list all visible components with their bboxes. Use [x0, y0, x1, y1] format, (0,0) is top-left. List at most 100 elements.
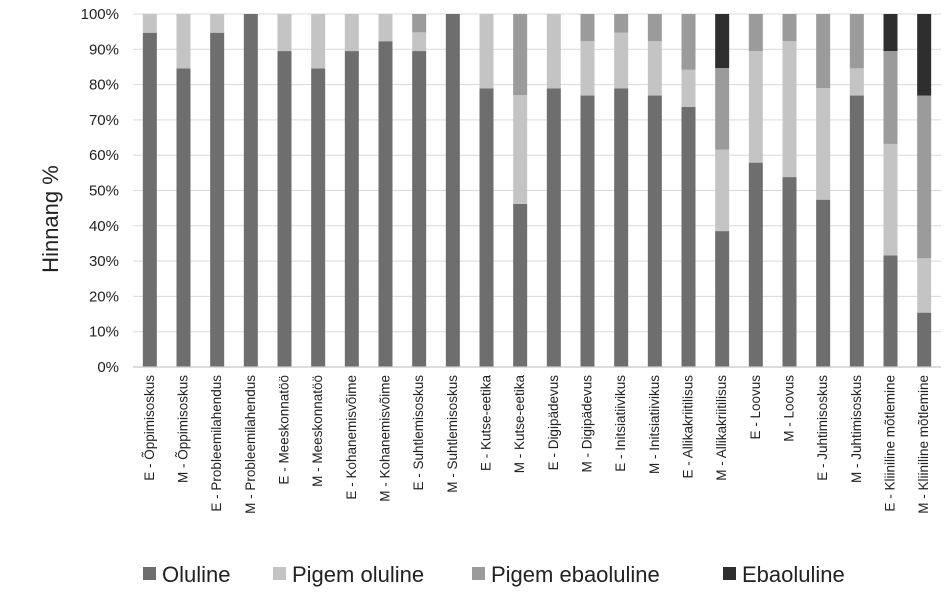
legend-label: Oluline — [162, 562, 230, 587]
bar-segment — [715, 149, 730, 232]
bar-segment — [176, 68, 191, 367]
x-category-label: M - Kohanemisvõime — [378, 375, 393, 502]
legend-swatch — [472, 567, 485, 580]
x-category-label: M - Kutse-eetika — [512, 375, 527, 474]
bar-segment — [715, 68, 730, 150]
y-tick-label: 30% — [89, 253, 119, 270]
bar-segment — [513, 14, 528, 96]
y-tick-label: 0% — [97, 359, 119, 376]
x-category-label: E - Loovus — [748, 375, 763, 440]
gridlines — [133, 13, 941, 333]
y-tick-label: 90% — [89, 41, 119, 58]
bar-segment — [412, 51, 427, 367]
y-axis-label: Hinnang % — [38, 165, 63, 273]
bar-segment — [513, 95, 528, 204]
legend-label: Pigem oluline — [292, 562, 424, 587]
bar-segment — [412, 32, 427, 52]
bar-segment — [849, 68, 864, 96]
bar-segment — [412, 14, 427, 33]
bar-segment — [210, 14, 225, 33]
bar-segment — [715, 231, 730, 367]
bar-segment — [883, 14, 898, 52]
x-category-label: E - Suhtlemisoskus — [411, 375, 426, 491]
bar-segment — [883, 255, 898, 367]
y-axis-ticks: 0% 10% 20% 30% 40% 50% 60% 70% 80% 90% 100% — [81, 6, 119, 376]
bar-segment — [580, 41, 595, 96]
bar-segment — [782, 177, 797, 367]
bar-segment — [849, 14, 864, 69]
bar-segment — [614, 88, 629, 367]
x-category-label: E - Õppimisoskus — [142, 375, 157, 481]
y-tick-label: 10% — [89, 324, 119, 341]
bar-segment — [883, 143, 898, 256]
bar-segment — [748, 51, 763, 163]
bar-segment — [277, 14, 292, 52]
bar-segment — [311, 14, 326, 69]
bar-segment — [378, 14, 393, 42]
x-category-label: E - Allikakriitilisus — [681, 375, 696, 479]
x-category-label: E - Probleemilahendus — [209, 375, 224, 512]
bar-segment — [917, 258, 932, 313]
bar-segment — [614, 32, 629, 89]
y-tick-label: 50% — [89, 183, 119, 200]
bar-segment — [277, 51, 292, 367]
bar-segment — [479, 14, 494, 89]
y-tick-label: 20% — [89, 288, 119, 305]
bar-segment — [546, 88, 561, 367]
bar-segment — [816, 88, 831, 200]
bar-segment — [816, 199, 831, 367]
bar-segment — [647, 41, 662, 96]
x-category-label: M - Initsiatiivikus — [647, 375, 662, 474]
x-category-label: M - Õppimisoskus — [176, 375, 191, 483]
legend-swatch — [273, 567, 286, 580]
bar-segment — [614, 14, 629, 33]
bar-segment — [917, 312, 932, 367]
legend: Oluline Pigem oluline Pigem ebaoluline Ebao… — [143, 562, 845, 587]
bar-segment — [647, 95, 662, 367]
bar-segment — [479, 88, 494, 367]
x-category-label: E - Kutse-eetika — [479, 375, 494, 472]
bar-segment — [580, 14, 595, 42]
x-axis-category-labels: E - Õppimisoskus M - Õppimisoskus E - Prob… — [142, 375, 931, 514]
y-tick-label: 80% — [89, 77, 119, 94]
x-category-label: M - Loovus — [782, 375, 797, 442]
x-category-label: M - Allikakriitilisus — [714, 375, 729, 481]
bar-segment — [378, 41, 393, 367]
x-category-label: E - Kohanemisvõime — [344, 375, 359, 500]
y-tick-label: 60% — [89, 147, 119, 164]
bar-segment — [210, 32, 225, 368]
legend-label: Ebaoluline — [742, 562, 845, 587]
x-category-label: M - Probleemilahendus — [243, 375, 258, 514]
bar-segment — [142, 32, 157, 368]
legend-swatch — [723, 567, 736, 580]
x-category-label: M - Suhtlemisoskus — [445, 375, 460, 493]
bar-segment — [849, 95, 864, 367]
x-category-label: M - Kliiniline mõtlemine — [916, 375, 931, 514]
x-category-label: E - Kliiniline mõtlemine — [883, 375, 898, 512]
bar-segment — [344, 14, 359, 52]
bar-segment — [917, 14, 932, 96]
bar-segment — [681, 69, 696, 107]
bar-segment — [513, 203, 528, 367]
bar-segment — [647, 14, 662, 42]
x-category-label: E - Juhtimisoskus — [815, 375, 830, 481]
y-tick-label: 40% — [89, 218, 119, 235]
bar-segment — [176, 14, 191, 69]
bar-segment — [748, 14, 763, 52]
bar-segment — [142, 14, 157, 33]
x-category-label: M - Juhtimisoskus — [849, 375, 864, 483]
legend-label: Pigem ebaoluline — [491, 562, 660, 587]
y-tick-label: 70% — [89, 112, 119, 129]
bar-segment — [782, 41, 797, 178]
bar-segment — [445, 14, 460, 367]
bar-segment — [681, 106, 696, 368]
x-category-label: M - Meeskonnatöö — [310, 375, 325, 487]
bar-segment — [883, 51, 898, 144]
bar-segment — [715, 14, 730, 69]
bar-segment — [243, 14, 258, 367]
bar-segment — [816, 14, 831, 89]
bar-segment — [782, 14, 797, 42]
bar-segment — [681, 14, 696, 70]
bar-segment — [580, 95, 595, 367]
